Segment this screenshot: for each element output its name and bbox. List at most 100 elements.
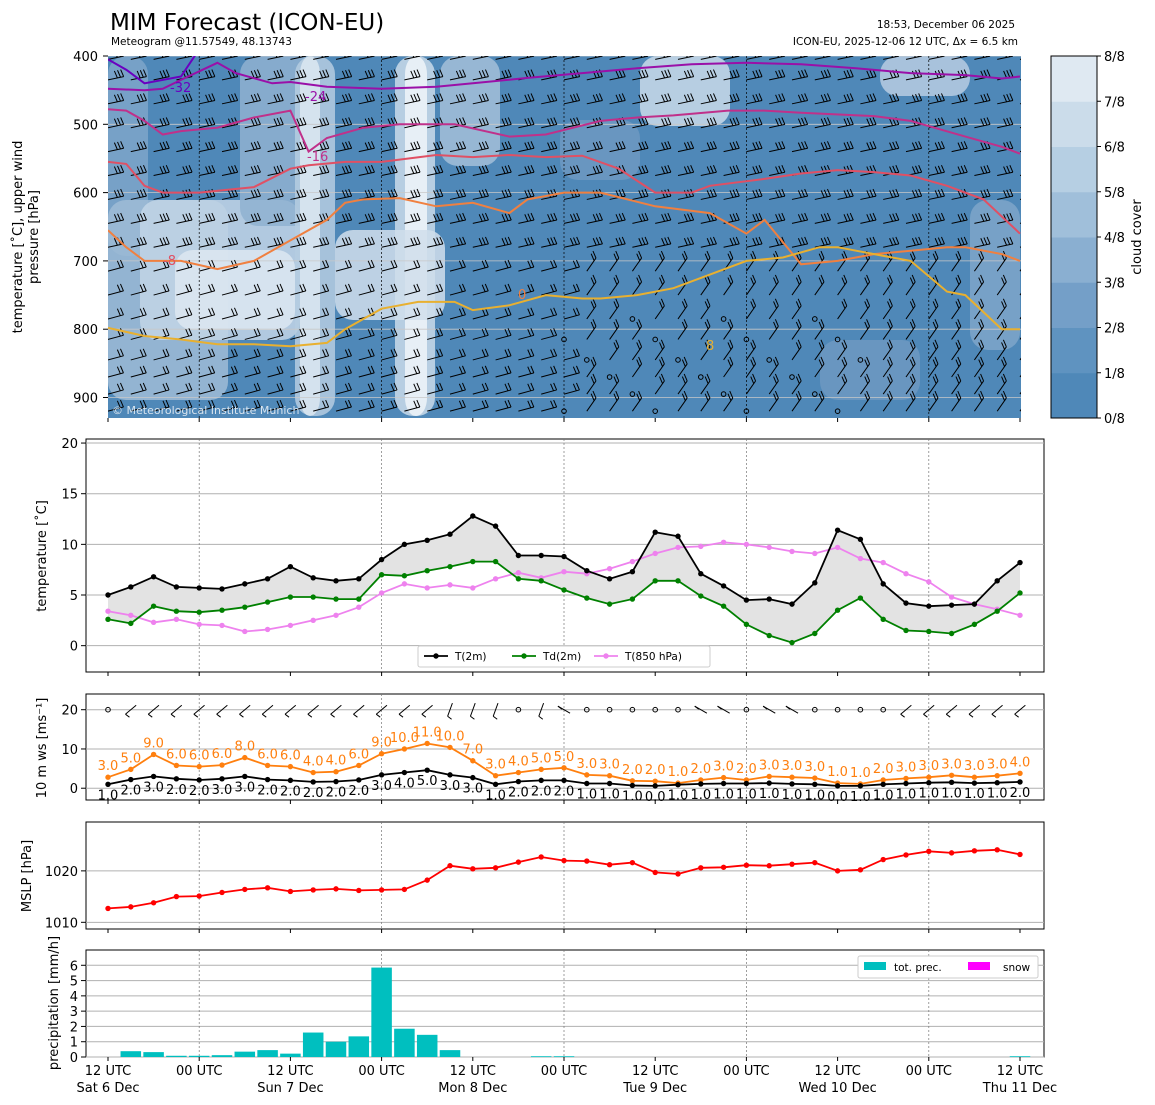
wind-data-label: 2.0 xyxy=(531,784,552,799)
series-mslp-point xyxy=(447,863,453,869)
series-t-2m--point xyxy=(698,571,704,577)
series-t-2m--point xyxy=(196,585,202,591)
series-td-2m--point xyxy=(287,594,294,600)
series-wind-mean-point xyxy=(128,776,134,783)
wind-data-label: 2.0 xyxy=(690,762,711,777)
series-wind-mean-point xyxy=(1017,779,1023,785)
series-wind-mean-point xyxy=(834,783,841,789)
y-tick-label: 0 xyxy=(70,640,78,655)
series-t-2m--point xyxy=(424,537,430,544)
series-td-2m--point xyxy=(515,576,522,582)
series-wind-mean-point xyxy=(789,781,795,787)
upper-air-panel: -32 -24 -16 -8 0 8 400 500 600 700 800 900 © Meteo… xyxy=(10,50,1021,422)
wind-data-label: 1.0 xyxy=(850,766,871,781)
pressure-tick-label: 600 xyxy=(73,187,98,202)
precip-bar xyxy=(348,1036,370,1057)
y-tick-label: 1 xyxy=(70,1036,78,1051)
series-t-850-hpa--point xyxy=(880,559,886,566)
colorbar-label: cloud cover xyxy=(1130,199,1145,275)
series-td-2m--point xyxy=(561,587,567,593)
time-tick-label: 12 UTC xyxy=(997,1064,1043,1079)
series-mslp-point xyxy=(128,904,134,910)
series-td-2m--point xyxy=(173,608,180,614)
wind-data-label: 5.0 xyxy=(531,751,552,766)
series-mslp-point xyxy=(424,877,430,883)
wind-data-label: 3.0 xyxy=(896,760,917,775)
series-mslp-point xyxy=(584,858,590,864)
isotherm-label: 8 xyxy=(706,339,714,354)
series-mslp-point xyxy=(606,861,613,868)
wind-data-label: 1.0 xyxy=(736,788,757,803)
colorbar-tick-label: 1/8 xyxy=(1104,367,1125,382)
series-td-2m--point xyxy=(652,578,658,584)
series-wind-mean-point xyxy=(356,777,362,783)
upper-air-ylabel: temperature [˚C], upper wind pressure [hP… xyxy=(10,141,42,334)
series-wind-mean-point xyxy=(584,780,590,787)
wind-data-label: 1.0 xyxy=(964,787,985,802)
series-t-2m--point xyxy=(264,576,271,582)
wind-data-label: 0.0 xyxy=(645,790,666,805)
isotherm-label: -32 xyxy=(170,81,191,96)
surface-wind-barbs xyxy=(105,702,1026,720)
wind-data-label: 10.0 xyxy=(436,729,465,744)
legend-label: T(2m) xyxy=(454,651,487,663)
series-t-850-hpa--point xyxy=(424,585,430,591)
wind-data-label: 4.0 xyxy=(326,754,347,769)
series-wind-gust-point xyxy=(447,744,453,751)
wind-data-label: 2.0 xyxy=(303,786,324,801)
wind-data-label: 2.0 xyxy=(280,784,301,799)
series-t-850-hpa--point xyxy=(606,565,613,572)
series-td-2m--point xyxy=(470,558,476,565)
precip-bar xyxy=(280,1053,301,1057)
series-t-850-hpa--point xyxy=(128,612,134,618)
series-t-2m--point xyxy=(447,531,453,537)
wind-data-label: 3.0 xyxy=(941,757,962,772)
series-wind-mean-point xyxy=(447,772,453,778)
series-td-2m--point xyxy=(196,609,202,615)
series-td-2m--point xyxy=(606,601,613,607)
time-axis: 12 UTC 00 UTC 12 UTC 00 UTC 12 UTC 00 UTC 12 U… xyxy=(76,1064,1057,1096)
series-mslp-point xyxy=(196,893,202,899)
series-t-850-hpa--point xyxy=(720,539,727,546)
wind-data-label: 1.0 xyxy=(485,788,506,803)
series-t-850-hpa--point xyxy=(1017,612,1023,618)
series-td-2m--point xyxy=(720,603,727,609)
series-t-850-hpa--point xyxy=(196,621,202,628)
pressure-tick-label: 500 xyxy=(73,118,98,133)
series-t-850-hpa--point xyxy=(743,541,750,548)
precip-bar xyxy=(1009,1056,1031,1058)
series-wind-mean-point xyxy=(424,767,430,773)
series-wind-mean-point xyxy=(926,780,932,786)
series-mslp-point xyxy=(948,850,955,856)
series-t-2m--point xyxy=(492,523,499,529)
time-tick-label: 00 UTC xyxy=(723,1064,769,1079)
series-td-2m--point xyxy=(1017,590,1023,596)
wind-data-label: 2.0 xyxy=(1010,786,1031,801)
series-t-2m--point xyxy=(538,552,544,559)
series-mslp-point xyxy=(903,852,909,858)
precip-bar xyxy=(553,1056,575,1058)
y-tick-label: 6 xyxy=(70,959,78,974)
time-tick-label: 00 UTC xyxy=(906,1064,952,1079)
wind-data-label: 2.0 xyxy=(508,786,529,801)
series-t-850-hpa--point xyxy=(629,558,636,565)
wind-data-label: 11.0 xyxy=(413,725,442,740)
chart-title: MIM Forecast (ICON-EU) xyxy=(110,10,384,36)
series-wind-mean-point xyxy=(219,776,225,782)
series-td-2m--point xyxy=(903,627,909,634)
series-wind-gust-point xyxy=(242,754,248,761)
series-wind-gust-point xyxy=(948,772,955,778)
series-wind-mean-point xyxy=(880,781,886,787)
pressure-tick-label: 800 xyxy=(73,323,98,338)
series-wind-gust-point xyxy=(470,758,476,764)
precip-bar xyxy=(302,1032,324,1057)
series-mslp-point xyxy=(173,893,180,900)
series-mslp-point xyxy=(378,887,385,893)
y-tick-label: 20 xyxy=(61,437,78,452)
series-wind-mean-point xyxy=(606,780,613,787)
series-t-2m--point xyxy=(105,592,111,598)
series-td-2m--point xyxy=(789,639,795,646)
series-mslp-point xyxy=(743,862,750,868)
legend-label: Td(2m) xyxy=(542,651,581,663)
series-t-850-hpa--point xyxy=(926,579,932,585)
